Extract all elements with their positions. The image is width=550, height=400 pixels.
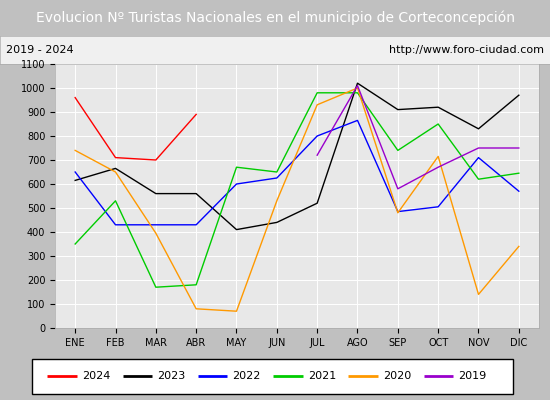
Text: Evolucion Nº Turistas Nacionales en el municipio de Corteconcepción: Evolucion Nº Turistas Nacionales en el m… [36, 11, 514, 25]
Text: 2023: 2023 [157, 371, 185, 381]
Text: 2019: 2019 [458, 371, 486, 381]
Text: http://www.foro-ciudad.com: http://www.foro-ciudad.com [389, 45, 544, 55]
FancyBboxPatch shape [32, 359, 513, 394]
Text: 2024: 2024 [82, 371, 111, 381]
Text: 2020: 2020 [383, 371, 411, 381]
Text: 2021: 2021 [307, 371, 336, 381]
Text: 2022: 2022 [233, 371, 261, 381]
Text: 2019 - 2024: 2019 - 2024 [6, 45, 73, 55]
